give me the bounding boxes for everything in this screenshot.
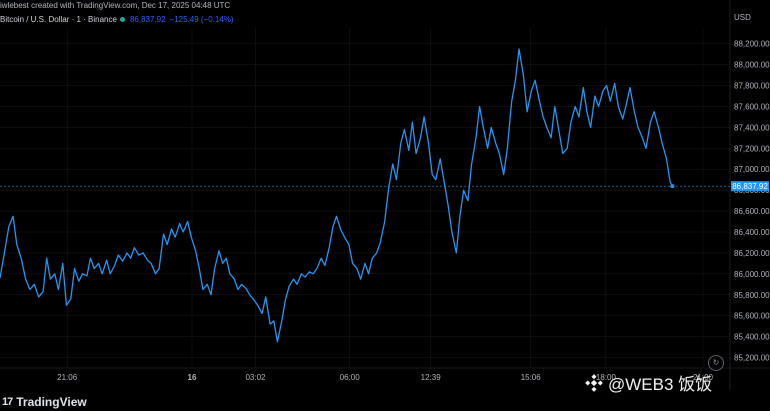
y-tick-label: 88,000.00: [734, 61, 770, 70]
y-tick-label: 85,200.00: [734, 354, 770, 363]
price-series-line: [0, 48, 673, 343]
y-tick-label: 87,600.00: [734, 102, 770, 111]
y-tick-label: 86,200.00: [734, 249, 770, 258]
x-tick-label: 06:00: [340, 373, 361, 382]
y-tick-label: 86,400.00: [734, 228, 770, 237]
tradingview-logo[interactable]: 17 TradingView: [2, 395, 87, 409]
time-axis: 21:06 16 03:02 06:00 12:39 15:06 18:00 21:00: [0, 0, 770, 390]
tradingview-logo-mark: 17: [2, 396, 13, 408]
symbol-name: Bitcoin / U.S. Dollar · 1 · Binance: [0, 15, 117, 24]
x-tick-label: 21:00: [693, 373, 714, 382]
price-axis: 85,200.00 85,400.00 85,600.00 85,800.00 86,0…: [734, 40, 770, 363]
x-tick-label: 12:39: [421, 373, 442, 382]
tradingview-logo-text: TradingView: [16, 395, 87, 409]
last-price-dot: [670, 184, 675, 189]
watermark-text: @WEB3 饭饭: [608, 375, 713, 394]
y-tick-label: 88,200.00: [734, 40, 770, 49]
binance-icon: [585, 373, 603, 392]
y-tick-label: 86,000.00: [734, 270, 770, 279]
x-tick-label: 18:00: [596, 373, 617, 382]
header-credit: iwlebest created with TradingView.com, D…: [0, 1, 231, 10]
y-tick-label: 87,000.00: [734, 165, 770, 174]
last-price-tag-bg: [731, 181, 769, 192]
goto-realtime-icon[interactable]: ↻: [708, 355, 724, 371]
last-price-tag: 86,837.92: [731, 181, 769, 192]
y-tick-label: 85,400.00: [734, 333, 770, 342]
market-status-icon: [119, 17, 125, 23]
y-tick-label: 87,800.00: [734, 82, 770, 91]
y-tick-label: 87,200.00: [734, 144, 770, 153]
y-tick-label: 87,400.00: [734, 123, 770, 132]
chart-grid: [0, 28, 730, 368]
x-tick-label: 15:06: [521, 373, 542, 382]
legend-change: −125.49 (−0.14%): [169, 15, 234, 24]
x-tick-label: 21:06: [57, 373, 78, 382]
legend-price: 86,837.92: [129, 15, 166, 24]
y-tick-label: 85,800.00: [734, 291, 770, 300]
currency-label[interactable]: USD: [734, 13, 751, 22]
y-tick-label: 86,600.00: [734, 207, 770, 216]
watermark: @WEB3 饭饭: [585, 370, 712, 395]
y-tick-label: 85,600.00: [734, 312, 770, 321]
x-tick-label: 03:02: [245, 373, 266, 382]
x-tick-label: 16: [188, 373, 197, 382]
symbol-legend[interactable]: Bitcoin / U.S. Dollar · 1 · Binance 86,83…: [0, 14, 234, 26]
last-price-label: 86,837.92: [732, 182, 768, 191]
